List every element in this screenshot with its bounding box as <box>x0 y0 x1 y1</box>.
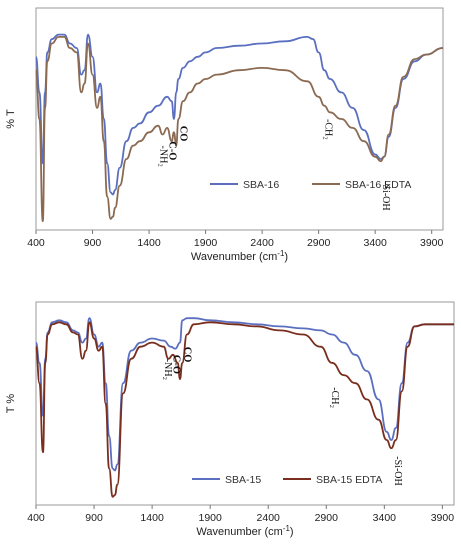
x-tick-label: 1900 <box>198 512 222 524</box>
x-tick-label: 900 <box>84 237 102 249</box>
x-tick-label: 3400 <box>373 512 397 524</box>
peak-annotation: -Si-OH <box>380 181 391 210</box>
peak-annotation: -CH₂ <box>329 387 340 408</box>
x-tick-label: 1400 <box>140 512 164 524</box>
x-tick-label: 1900 <box>194 237 218 249</box>
legend-label: SBA-16 <box>243 179 279 191</box>
x-tick-label: 400 <box>27 512 45 524</box>
x-tick-label: 1400 <box>137 237 161 249</box>
peak-annotation: C-O <box>171 355 182 374</box>
x-tick-label: 2900 <box>307 237 331 249</box>
series-line-sba-15-edta <box>35 321 454 498</box>
peak-annotation: CO <box>182 347 193 363</box>
y-axis-label: T % <box>5 394 17 414</box>
x-tick-label: 900 <box>85 512 103 524</box>
x-tick-label: 400 <box>27 237 45 249</box>
chart-panel-1: 400 900 1400 1900 2400 2900 3400 3900 Wavenumber… <box>5 7 444 263</box>
peak-annotation: C-O <box>166 141 177 160</box>
legend-label: SBA-15 EDTA <box>316 474 382 486</box>
series-line-sba-16-edta <box>35 35 444 222</box>
legend-label: SBA-16 EDTA <box>345 179 411 191</box>
x-axis-label: Wavenumber (cm-1) <box>191 249 288 263</box>
x-axis-label: Wavenumber (cm-1) <box>196 524 293 538</box>
x-tick-label: 3900 <box>420 237 444 249</box>
peak-annotation: -CH₂ <box>322 119 333 140</box>
plot-frame <box>35 7 444 231</box>
x-tick-label: 2900 <box>315 512 339 524</box>
peak-annotation: -Si-OH <box>392 456 403 485</box>
peak-annotation: CO <box>178 126 189 142</box>
plot-frame <box>35 301 455 506</box>
legend-label: SBA-15 <box>225 474 261 486</box>
x-tick-label: 3400 <box>363 237 387 249</box>
x-tick-label: 2400 <box>257 512 281 524</box>
x-tick-label: 3900 <box>431 512 455 524</box>
x-tick-label: 2400 <box>250 237 274 249</box>
series-line-sba-15 <box>35 317 454 472</box>
y-axis-label: % T <box>5 109 17 129</box>
peak-annotation: -NH₂ <box>162 359 173 380</box>
peak-annotation: -NH₂ <box>157 146 168 167</box>
series-line-sba-16 <box>35 33 444 196</box>
chart-panel-2: 400 900 1400 1900 2400 2900 3400 3900 Wavenumber… <box>5 301 455 538</box>
